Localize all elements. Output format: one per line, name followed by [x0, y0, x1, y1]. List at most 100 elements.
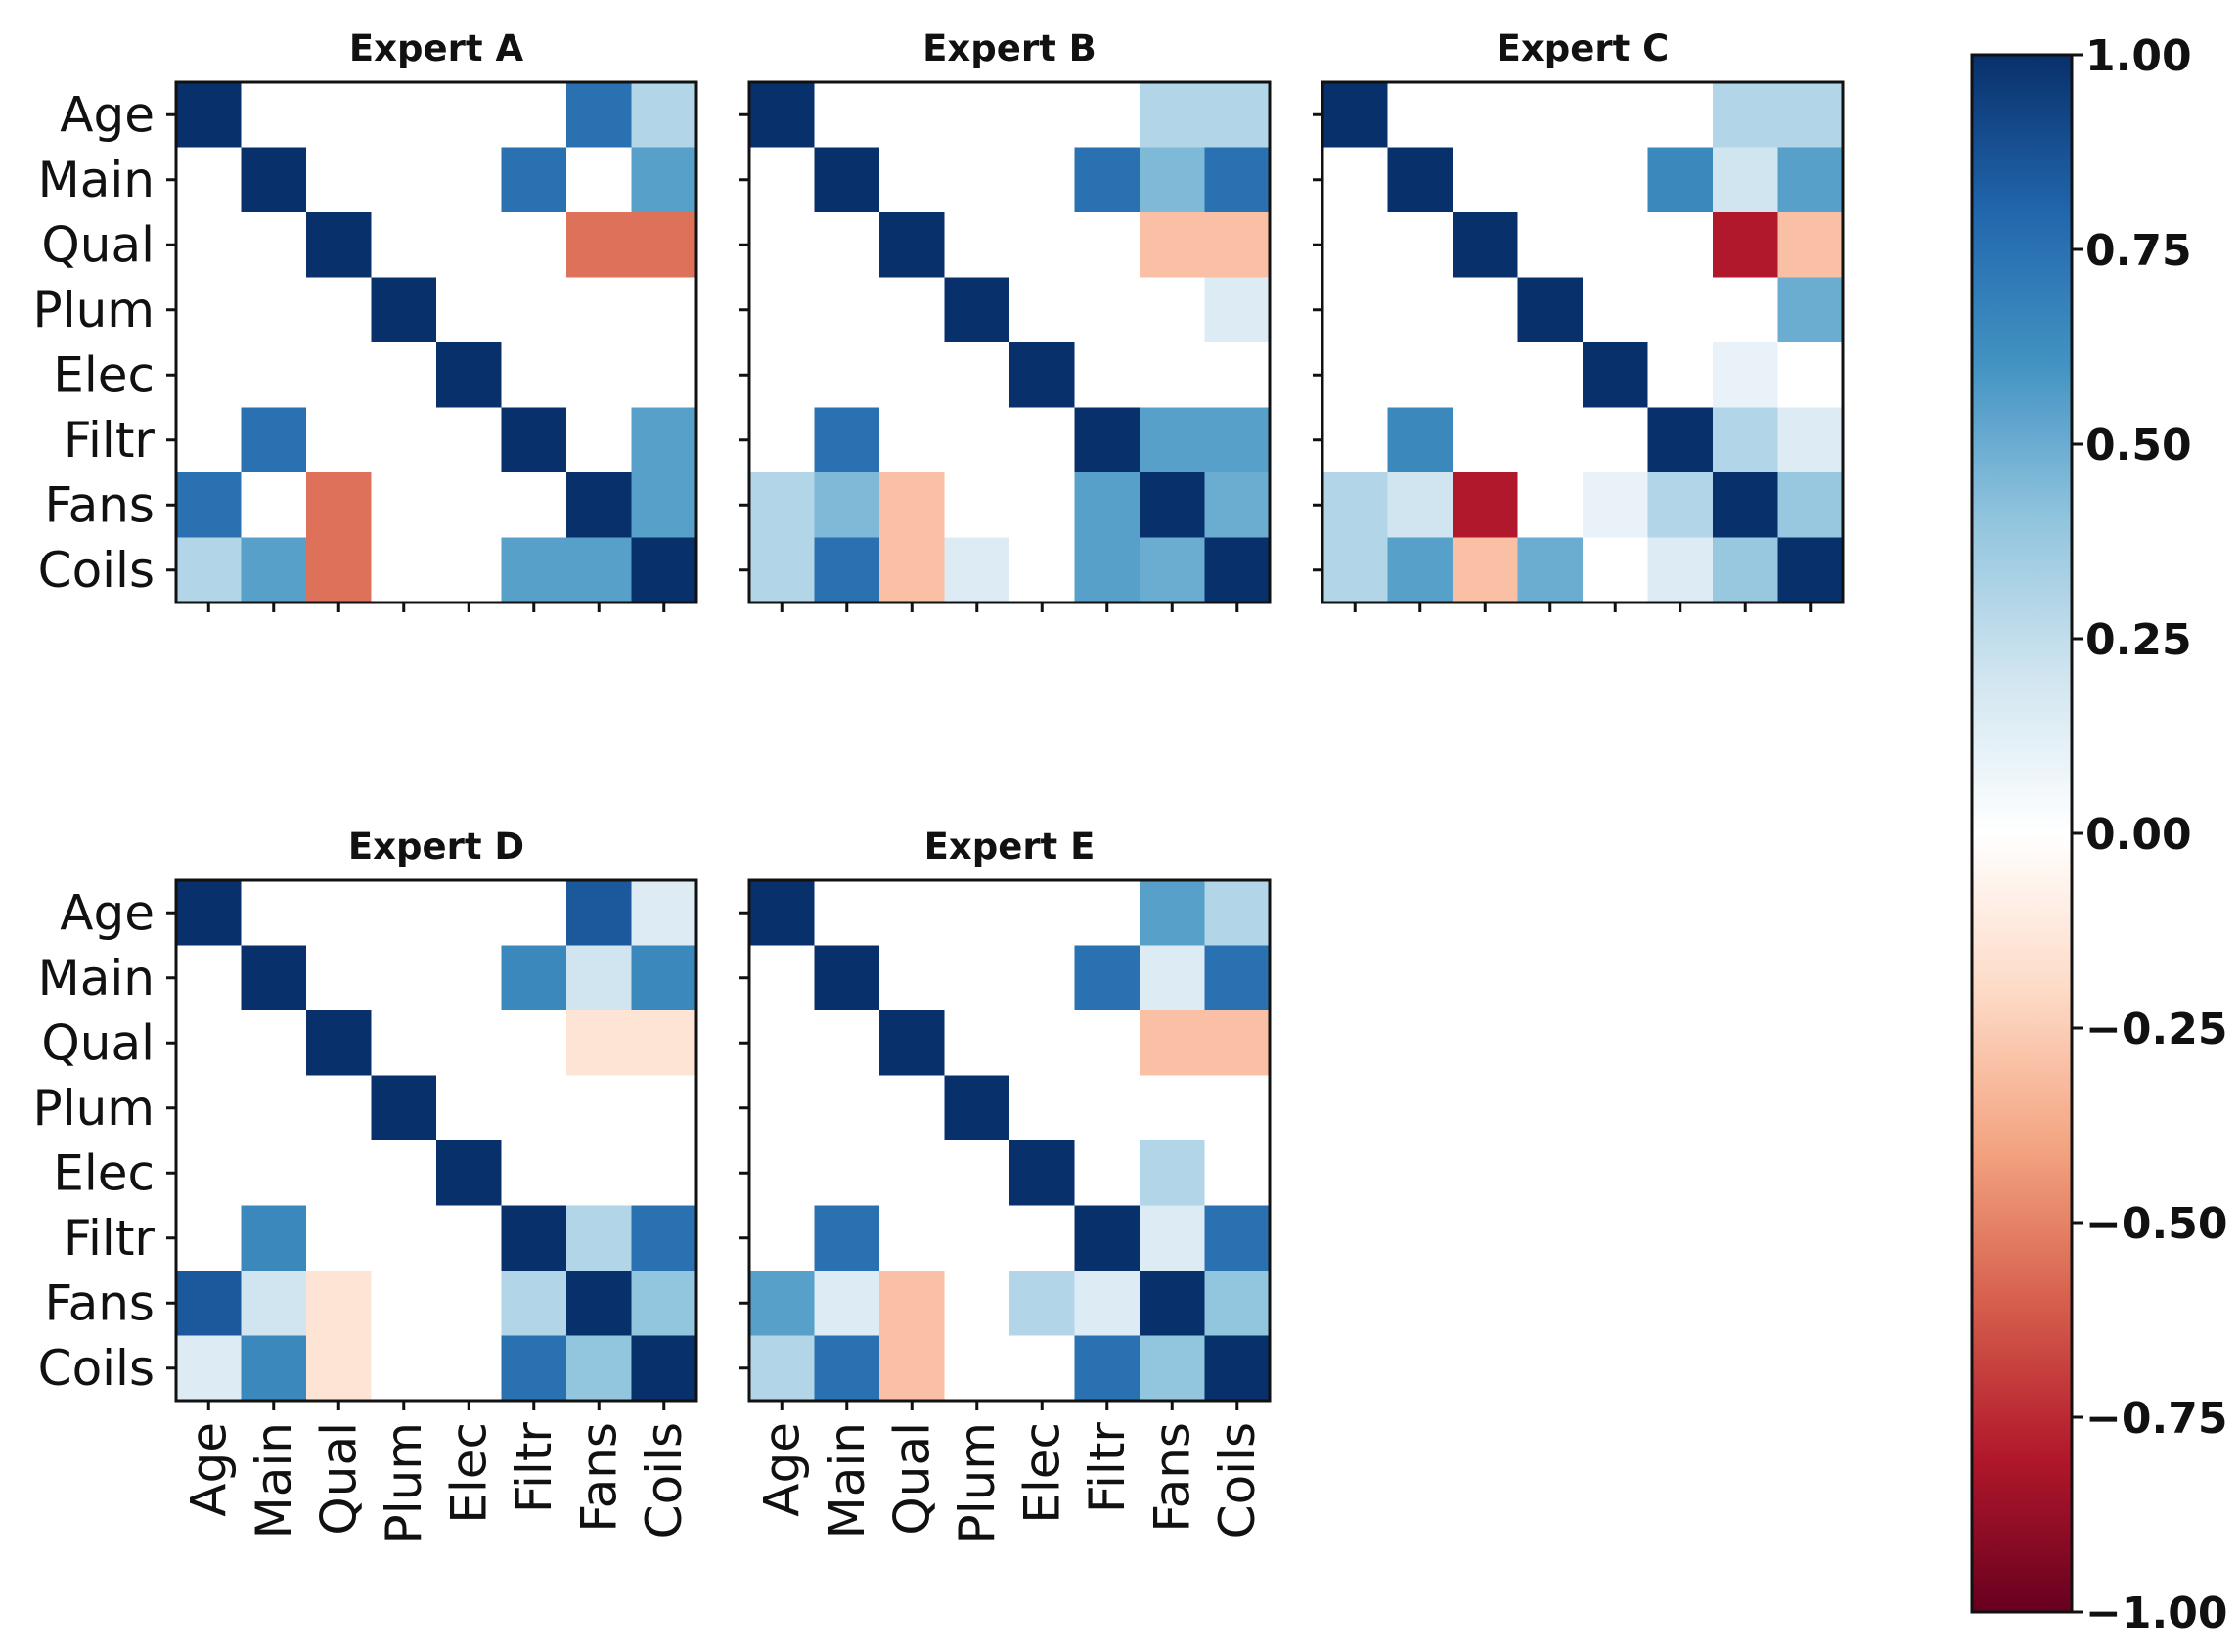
heatmap-cell: [241, 1010, 307, 1077]
y-tick-label: Main: [38, 950, 155, 1006]
heatmap-cell: [436, 82, 503, 149]
heatmap-cell: [1777, 472, 1844, 539]
heatmap-cell: [1204, 472, 1271, 539]
heatmap-cell: [436, 1075, 503, 1141]
heatmap-cell: [1583, 537, 1649, 603]
heatmap-cell: [306, 407, 373, 473]
heatmap-cell: [1140, 1010, 1206, 1077]
heatmap-cell: [631, 147, 697, 213]
colorbar-gradient: [1972, 55, 2072, 1612]
heatmap-cell: [1777, 342, 1844, 409]
heatmap-cell: [749, 472, 816, 539]
heatmap-cell: [1009, 1010, 1076, 1077]
heatmap-cell: [1517, 537, 1584, 603]
heatmap-cell: [501, 472, 567, 539]
heatmap-cell: [1140, 880, 1206, 947]
heatmap-cell: [1453, 212, 1519, 279]
heatmap-cell: [501, 277, 567, 343]
heatmap-cell: [371, 1010, 437, 1077]
heatmap-cell: [241, 1335, 307, 1402]
heatmap-cell: [566, 147, 633, 213]
heatmap-cell: [566, 212, 633, 279]
heatmap-cell: [1140, 945, 1206, 1011]
heatmap-cell: [436, 407, 503, 473]
heatmap-cell: [1074, 147, 1141, 213]
heatmap-cell: [1074, 472, 1141, 539]
x-tick-label: Qual: [310, 1422, 367, 1536]
heatmap-cell: [1074, 537, 1141, 603]
heatmap-cell: [1517, 147, 1584, 213]
heatmap-cell: [306, 1335, 373, 1402]
heatmap-cell: [1322, 147, 1389, 213]
heatmap-cell: [1453, 82, 1519, 149]
heatmap-cell: [1204, 1271, 1271, 1337]
heatmap-cell: [566, 1140, 633, 1207]
colorbar-tick-label: −0.75: [2085, 1394, 2227, 1444]
heatmap-cell: [1009, 945, 1076, 1011]
heatmap-cell: [1074, 1010, 1141, 1077]
heatmap-cell: [241, 147, 307, 213]
x-tick-label: Fans: [1143, 1422, 1200, 1533]
heatmap-cell: [176, 1271, 243, 1337]
y-tick-label: Qual: [41, 216, 155, 273]
heatmap-cell: [1583, 342, 1649, 409]
heatmap-cell: [1074, 407, 1141, 473]
heatmap-cell: [1009, 537, 1076, 603]
heatmap-cell: [566, 1010, 633, 1077]
heatmap-cell: [436, 1140, 503, 1207]
heatmap-cell: [1140, 82, 1206, 149]
heatmap-cell: [1517, 472, 1584, 539]
colorbar-tick-label: 0.75: [2085, 226, 2192, 276]
heatmap-cell: [814, 472, 880, 539]
heatmap-cell: [1322, 407, 1389, 473]
panel-title: Expert A: [349, 27, 524, 69]
heatmap-cell: [566, 1205, 633, 1272]
heatmap-cell: [631, 537, 697, 603]
heatmap-cell: [749, 537, 816, 603]
heatmap-cell: [306, 1075, 373, 1141]
heatmap-cell: [1204, 945, 1271, 1011]
heatmap-cell: [1387, 407, 1454, 473]
heatmap-cell: [566, 1271, 633, 1337]
heatmap-cell: [371, 472, 437, 539]
heatmap-cell: [1140, 1335, 1206, 1402]
heatmap-cell: [501, 1140, 567, 1207]
heatmap-cell: [1517, 212, 1584, 279]
heatmap-cell: [631, 1010, 697, 1077]
heatmap-cell: [749, 407, 816, 473]
heatmap-cell: [631, 82, 697, 149]
x-tick-label: Age: [180, 1422, 237, 1517]
heatmap-cell: [241, 407, 307, 473]
heatmap-panel-expert-e: Expert E Age Main Qual Plum Elec Filtr Fans Coil…: [739, 826, 1272, 1543]
heatmap-cell: [436, 1010, 503, 1077]
heatmap-cell: [1074, 1075, 1141, 1141]
heatmap-cell: [1009, 880, 1076, 947]
panel-title: Expert D: [348, 826, 524, 868]
heatmap-panel-expert-b: Expert B: [739, 27, 1272, 612]
heatmap-cell: [1777, 147, 1844, 213]
heatmap-cell: [241, 472, 307, 539]
y-tick-label: Fans: [44, 476, 155, 533]
panel-title: Expert C: [1497, 27, 1670, 69]
heatmap-cell: [306, 537, 373, 603]
heatmap-cell: [436, 880, 503, 947]
heatmap-cell: [176, 1075, 243, 1141]
heatmap-cell: [1647, 277, 1714, 343]
heatmap-cell: [749, 880, 816, 947]
colorbar-tick-label: −0.25: [2085, 1005, 2227, 1054]
heatmap-cell: [631, 277, 697, 343]
heatmap-cell: [944, 945, 1010, 1011]
heatmap-cell: [814, 407, 880, 473]
heatmap-cell: [814, 147, 880, 213]
heatmap-cell: [1204, 1335, 1271, 1402]
heatmap-cell: [241, 212, 307, 279]
heatmap-cell: [814, 342, 880, 409]
heatmap-cell: [1009, 277, 1076, 343]
heatmap-cell: [1777, 537, 1844, 603]
heatmap-cell: [749, 1075, 816, 1141]
heatmap-cell: [371, 277, 437, 343]
heatmap-cell: [1140, 537, 1206, 603]
heatmap-cell: [306, 147, 373, 213]
heatmap-cell: [566, 407, 633, 473]
heatmap-cell: [501, 147, 567, 213]
